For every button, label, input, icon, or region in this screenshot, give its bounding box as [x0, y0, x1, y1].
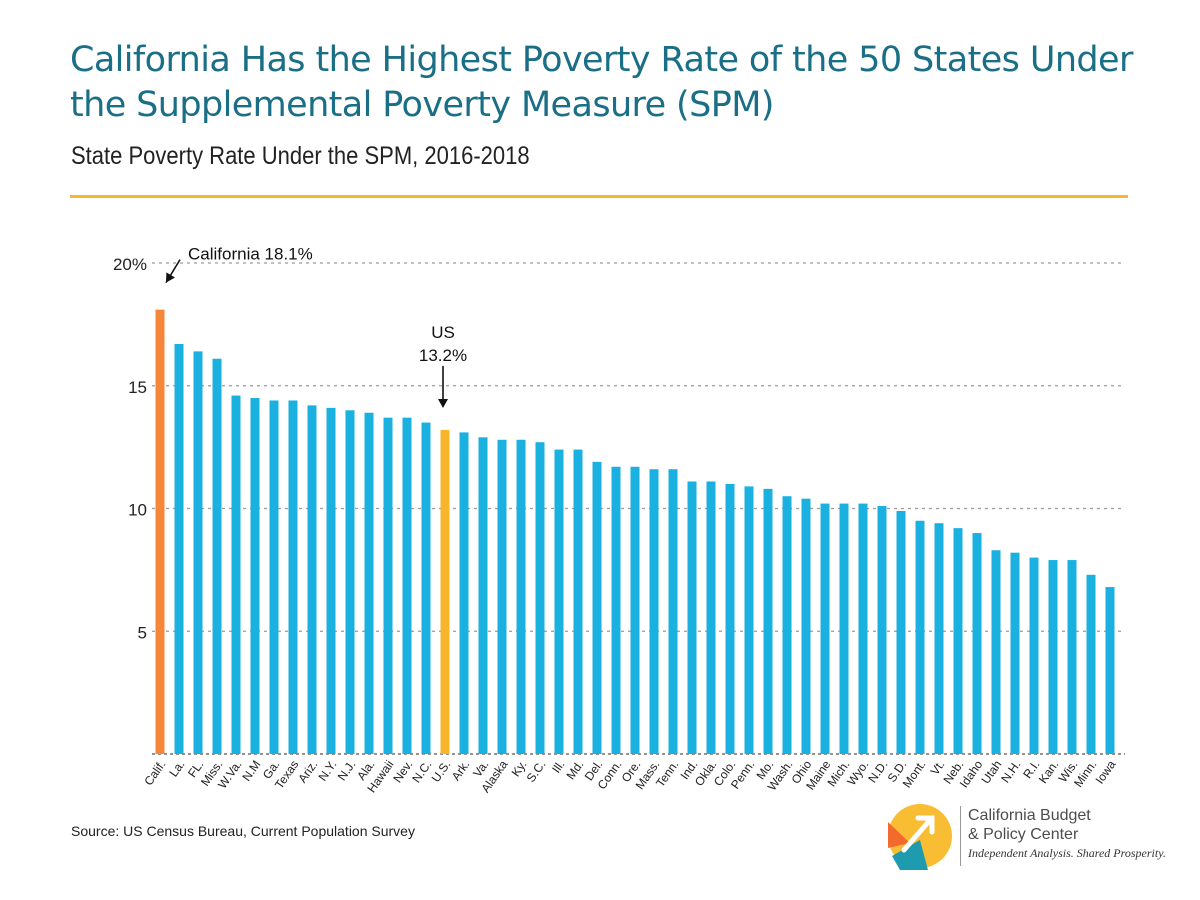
x-tick-label: Calif.	[141, 758, 168, 788]
logo-mark-icon	[888, 804, 952, 870]
bar	[953, 528, 963, 754]
bar	[915, 520, 925, 754]
source-note: Source: US Census Bureau, Current Popula…	[71, 823, 415, 839]
annotation-arrowhead	[438, 398, 448, 408]
x-tick-label: La.	[166, 758, 187, 780]
bar	[991, 550, 1001, 754]
bar	[231, 395, 241, 754]
bar	[801, 498, 811, 754]
logo: California Budget & Policy Center Indepe…	[874, 800, 1174, 874]
bar	[611, 466, 621, 754]
bar	[307, 405, 317, 754]
y-tick-label: 10	[128, 501, 147, 520]
logo-org-line-1: California Budget	[968, 807, 1091, 824]
x-tick-label: N.J.	[335, 758, 359, 784]
logo-arrow-icon	[901, 815, 935, 853]
bar	[972, 533, 982, 754]
logo-tagline: Independent Analysis. Shared Prosperity.	[968, 846, 1166, 860]
bar	[1048, 560, 1058, 754]
bar	[839, 503, 849, 754]
bar	[212, 358, 222, 754]
x-tick-label: N.C.	[409, 758, 434, 786]
bar	[326, 407, 336, 754]
bar	[592, 461, 602, 754]
y-tick-label: 5	[138, 623, 147, 642]
x-tick-label: N.M	[239, 758, 263, 784]
x-tick-label: Ark.	[449, 758, 473, 784]
x-tick-label: Utah	[978, 758, 1004, 787]
bar	[516, 439, 526, 754]
bar	[174, 344, 184, 754]
bar	[440, 429, 450, 754]
bar	[744, 486, 754, 754]
bar	[1010, 552, 1020, 754]
x-tick-label: S.C.	[524, 758, 549, 785]
x-tick-label: Iowa	[1092, 757, 1118, 786]
x-tick-label: N.D.	[865, 758, 890, 786]
title-divider	[70, 195, 1128, 198]
annotation-label: 13.2%	[419, 346, 467, 365]
bar	[1086, 574, 1096, 754]
bar	[668, 469, 678, 754]
bar	[288, 400, 298, 754]
bar	[725, 483, 735, 754]
page-title: California Has the Highest Poverty Rate …	[70, 40, 1133, 125]
y-tick-label: 15	[128, 378, 147, 397]
bar	[1029, 557, 1039, 754]
bar	[763, 488, 773, 754]
bar	[497, 439, 507, 754]
bar	[1105, 587, 1115, 754]
bar	[896, 510, 906, 754]
bar	[193, 351, 203, 754]
annotation-label: US	[431, 323, 455, 342]
bar	[554, 449, 564, 754]
bar	[934, 523, 944, 754]
bar	[383, 417, 393, 754]
x-tick-label: U.S.	[429, 758, 454, 785]
x-tick-label: Kan.	[1036, 758, 1062, 786]
x-tick-label: Vt.	[928, 758, 948, 778]
logo-orange-triangle	[888, 822, 910, 848]
bar	[478, 437, 488, 754]
bar	[820, 503, 830, 754]
bar	[250, 398, 260, 754]
bar	[345, 410, 355, 754]
x-tick-label: N.Y.	[315, 758, 339, 784]
bar	[364, 412, 374, 754]
x-tick-label: Nev.	[390, 758, 415, 786]
x-tick-label: Ariz.	[295, 758, 320, 786]
bar	[573, 449, 583, 754]
bar	[269, 400, 279, 754]
bar	[858, 503, 868, 754]
logo-text: California Budget & Policy Center Indepe…	[968, 806, 1166, 861]
bar	[421, 422, 431, 754]
bar	[535, 442, 545, 754]
bar	[706, 481, 716, 754]
chart-subtitle: State Poverty Rate Under the SPM, 2016-2…	[71, 142, 530, 170]
y-tick-label: 20%	[113, 255, 147, 274]
annotation-label: California 18.1%	[188, 245, 313, 264]
bar	[155, 309, 165, 754]
bar	[630, 466, 640, 754]
x-tick-label: N.H.	[998, 758, 1023, 786]
bar	[782, 496, 792, 754]
bar	[402, 417, 412, 754]
x-tick-label: Md.	[564, 758, 587, 782]
bar	[687, 481, 697, 754]
bar	[1067, 560, 1077, 754]
bar	[459, 432, 469, 754]
logo-teal-shape	[892, 840, 928, 870]
bar	[877, 506, 887, 754]
logo-org-line-2: & Policy Center	[968, 826, 1079, 843]
logo-divider	[960, 806, 961, 866]
bar	[649, 469, 659, 754]
annotation-arrowhead	[166, 272, 175, 283]
